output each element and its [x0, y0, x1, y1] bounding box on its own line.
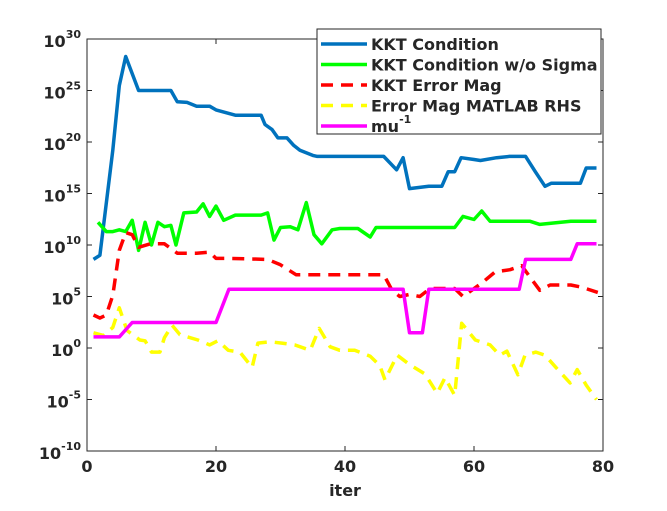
legend-label: KKT Error Mag — [371, 76, 502, 95]
x-tick-label: 0 — [81, 457, 92, 476]
series-line — [96, 200, 597, 253]
legend-box — [316, 28, 602, 135]
series-line — [93, 306, 598, 401]
x-axis-label: iter — [329, 481, 361, 500]
x-tick-label: 80 — [592, 457, 614, 476]
legend-label: KKT Condition — [371, 35, 499, 54]
y-tick-label: 10-5 — [47, 389, 82, 412]
y-tick-label: 10-10 — [39, 440, 81, 463]
legend-label: KKT Condition w/o Sigma — [371, 55, 598, 74]
x-tick-label: 60 — [463, 457, 485, 476]
y-tick-label: 1030 — [43, 28, 81, 51]
series-line — [92, 54, 597, 261]
legend-label: Error Mag MATLAB RHS — [371, 96, 581, 115]
y-tick-label: 1025 — [43, 80, 81, 103]
x-tick-label: 20 — [205, 457, 227, 476]
y-tick-label: 100 — [51, 337, 81, 360]
plot-lines — [92, 54, 599, 401]
y-tick-label: 1015 — [43, 183, 81, 206]
x-tick-label: 40 — [334, 457, 356, 476]
y-tick-label: 1020 — [43, 131, 81, 154]
y-tick-label: 1010 — [43, 234, 81, 257]
legend-label: mu-1 — [371, 113, 411, 136]
series-line — [93, 242, 597, 339]
y-tick-label: 105 — [51, 286, 81, 309]
